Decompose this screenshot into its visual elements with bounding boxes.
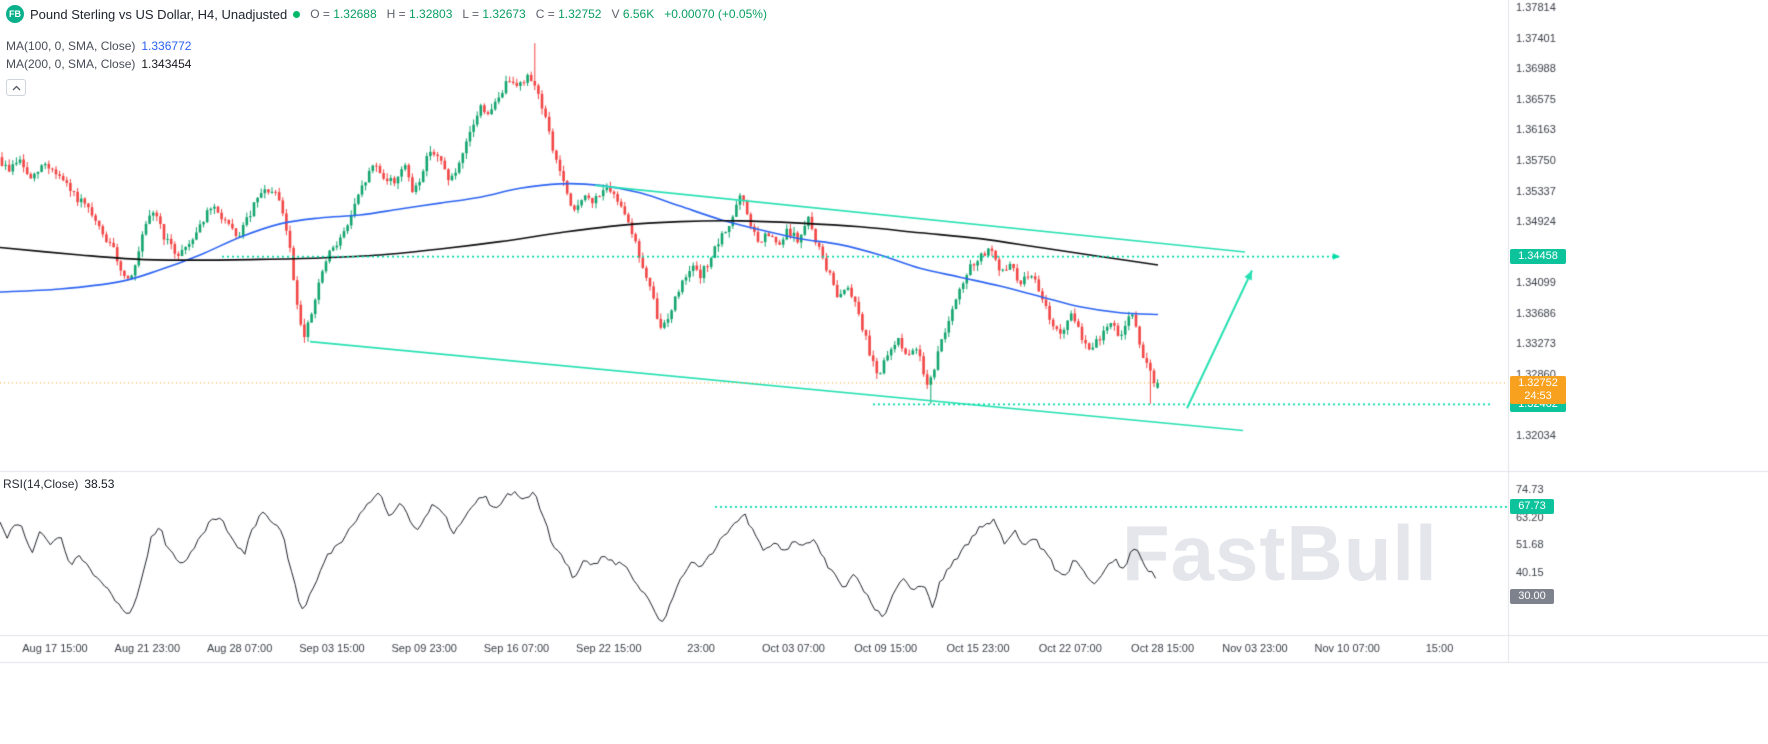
rsi-value: 38.53: [84, 477, 115, 491]
price-level-badge-upper: 1.34458: [1510, 249, 1566, 264]
symbol-title[interactable]: Pound Sterling vs US Dollar, H4, Unadjus…: [30, 6, 288, 22]
rsi-oversold-badge: 30.00: [1510, 589, 1554, 604]
volume: V 6.56K: [611, 7, 654, 21]
high-value: 1.32803: [409, 7, 453, 21]
candle-countdown: 24:53: [1524, 390, 1552, 402]
ohlc-open: O = 1.32688: [310, 7, 376, 21]
rsi-label: RSI(14,Close): [3, 477, 79, 491]
rsi-level-badge: 67.73: [1510, 499, 1554, 514]
change-value: +0.00070 (+0.05%): [664, 7, 767, 21]
collapse-indicators-button[interactable]: [6, 79, 26, 96]
volume-label: V: [611, 7, 620, 21]
close-label: C =: [535, 7, 555, 21]
market-open-dot-icon: [293, 10, 301, 18]
ma100-label: MA(100, 0, SMA, Close): [6, 39, 136, 53]
ma200-value: 1.343454: [141, 57, 192, 71]
ma100-value: 1.336772: [141, 39, 192, 53]
open-value: 1.32688: [333, 7, 377, 21]
open-label: O =: [310, 7, 330, 21]
rsi-legend[interactable]: RSI(14,Close) 38.53: [3, 477, 114, 491]
chart-legend: FB Pound Sterling vs US Dollar, H4, Unad…: [6, 4, 767, 96]
low-value: 1.32673: [482, 7, 526, 21]
ohlc-close: C = 1.32752: [536, 7, 602, 21]
chevron-up-icon: [12, 85, 21, 91]
ohlc-high: H = 1.32803: [387, 7, 453, 21]
low-label: L =: [462, 7, 479, 21]
fastbull-logo-icon: FB: [6, 5, 24, 23]
high-label: H =: [386, 7, 406, 21]
current-price-badge: 1.32752 24:53: [1510, 376, 1566, 404]
ma200-label: MA(200, 0, SMA, Close): [6, 57, 136, 71]
volume-value: 6.56K: [622, 7, 655, 21]
ma100-legend[interactable]: MA(100, 0, SMA, Close) 1.336772: [6, 37, 767, 55]
symbol-row: FB Pound Sterling vs US Dollar, H4, Unad…: [6, 4, 767, 24]
current-price-value: 1.32752: [1518, 377, 1558, 389]
ma200-legend[interactable]: MA(200, 0, SMA, Close) 1.343454: [6, 55, 767, 73]
ohlc-low: L = 1.32673: [462, 7, 525, 21]
close-value: 1.32752: [558, 7, 602, 21]
